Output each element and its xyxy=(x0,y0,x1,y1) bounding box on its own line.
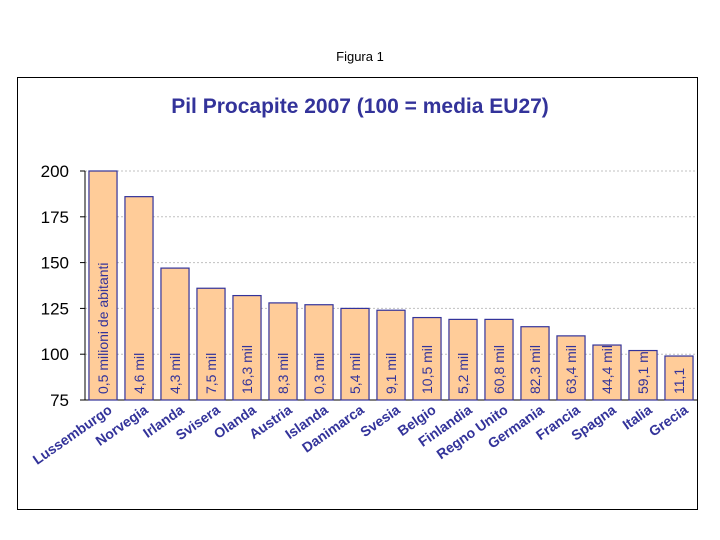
x-tick-label: Grecia xyxy=(646,401,691,439)
bar-data-label: 63,4 mil xyxy=(563,345,579,394)
y-tick-label: 100 xyxy=(41,345,69,364)
bar xyxy=(412,316,442,401)
bar xyxy=(340,307,370,401)
bar-data-label: 59,1 m xyxy=(635,351,651,394)
bar-data-label: 10,5 mil xyxy=(419,345,435,394)
bar xyxy=(304,304,334,401)
bar-data-label: 44,4 mil xyxy=(599,345,615,394)
bar xyxy=(232,294,262,401)
bar-data-label: 7,5 mil xyxy=(203,353,219,394)
bar xyxy=(556,335,586,401)
chart-title: Pil Procapite 2007 (100 = media EU27) xyxy=(171,95,549,118)
bar-data-label: 0,3 mil xyxy=(311,353,327,394)
bar xyxy=(376,309,406,401)
y-tick-label: 200 xyxy=(41,162,69,181)
y-tick-label: 75 xyxy=(50,391,69,410)
y-tick-label: 150 xyxy=(41,254,69,273)
bar-data-label: 16,3 mil xyxy=(239,345,255,394)
bar-data-label: 9,1 mil xyxy=(383,353,399,394)
bar xyxy=(268,302,298,401)
bar xyxy=(196,287,226,401)
bar xyxy=(592,344,622,401)
bar xyxy=(88,170,118,401)
bar xyxy=(448,318,478,401)
bar-data-label: 82,3 mil xyxy=(527,345,543,394)
bar-data-label: 4,3 mil xyxy=(167,353,183,394)
bar-data-label: 11,1 xyxy=(671,368,687,394)
bar-data-label: 5,2 mil xyxy=(455,353,471,394)
bar-data-label: 5,4 mil xyxy=(347,353,363,394)
bar-data-label: 60,8 mil xyxy=(491,345,507,394)
bar xyxy=(124,196,154,401)
bar xyxy=(664,355,694,401)
figure-caption: Figura 1 xyxy=(336,49,384,64)
bar xyxy=(520,326,550,401)
bar xyxy=(160,267,190,401)
x-tick-label: Svesia xyxy=(357,401,403,440)
y-tick-label: 125 xyxy=(41,299,69,318)
bar-data-label: 4,6 mil xyxy=(131,353,147,394)
bar xyxy=(628,349,658,401)
bar xyxy=(484,318,514,401)
bar-data-label: 8,3 mil xyxy=(275,353,291,394)
bar-data-label: 0,5 milioni de abitanti xyxy=(95,262,111,394)
y-tick-label: 175 xyxy=(41,208,69,227)
